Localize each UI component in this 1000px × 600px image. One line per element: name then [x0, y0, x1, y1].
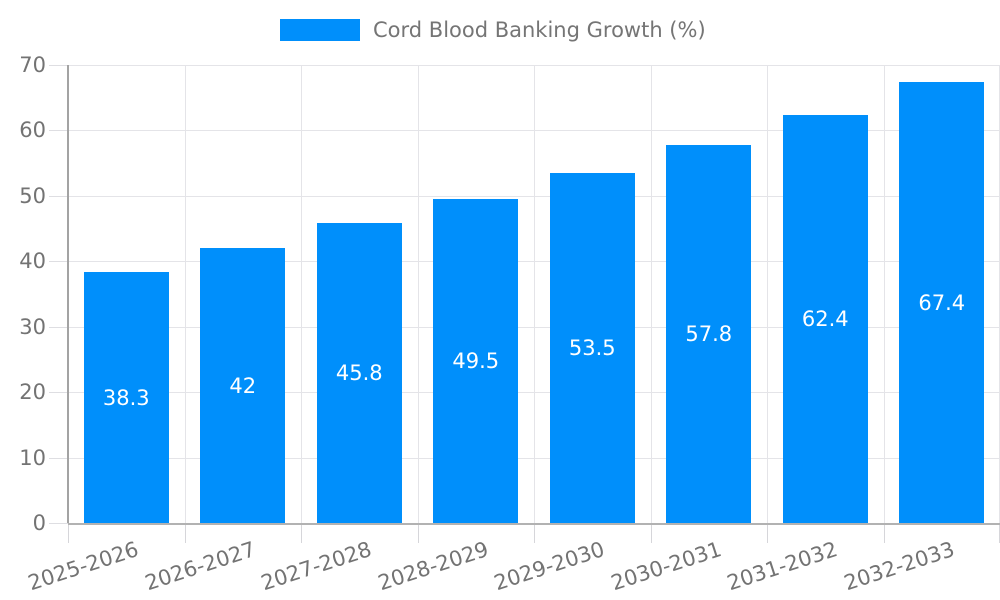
bar [83, 272, 169, 523]
gridline-vertical [184, 65, 186, 523]
gridline-vertical [534, 65, 535, 523]
bar [316, 223, 402, 523]
y-axis-label: 60 [19, 118, 46, 143]
gridline-vertical [650, 65, 652, 523]
y-axis-tick [49, 457, 68, 459]
y-axis-label: 20 [19, 380, 46, 405]
gridline-vertical [301, 65, 302, 523]
bar [666, 144, 752, 523]
y-axis-label: 30 [19, 314, 46, 339]
y-axis-tick [49, 261, 68, 263]
y-axis-label: 10 [19, 445, 46, 470]
x-axis-line [68, 523, 1000, 525]
bar-value-label: 45.8 [335, 361, 383, 386]
legend-series-label: Cord Blood Banking Growth (%) [373, 18, 706, 42]
bar-value-label: 62.4 [801, 306, 849, 331]
legend: Cord Blood Banking Growth (%) [0, 0, 1000, 55]
x-axis-tick [301, 524, 302, 543]
x-axis-tick [883, 524, 885, 543]
bar [899, 82, 985, 523]
y-axis-label: 0 [32, 511, 46, 535]
bar [782, 114, 868, 523]
bar [433, 199, 519, 523]
bar-value-label: 57.8 [685, 321, 733, 346]
x-axis-tick [184, 524, 186, 543]
y-axis-label: 40 [19, 249, 46, 274]
bar-value-label: 42 [229, 373, 257, 398]
x-axis-tick [68, 524, 69, 543]
y-axis-tick [49, 392, 68, 394]
bar-value-label: 53.5 [568, 335, 616, 360]
bar [200, 248, 286, 523]
x-axis-tick [767, 524, 768, 543]
y-axis-label: 70 [19, 53, 46, 77]
bar [549, 172, 635, 523]
y-axis-tick [49, 195, 68, 197]
x-axis-tick [417, 524, 419, 543]
y-axis-tick [49, 130, 68, 132]
bar-value-label: 38.3 [102, 385, 150, 410]
legend-series-marker [280, 19, 360, 41]
gridline-vertical [767, 65, 768, 523]
bar-value-label: 49.5 [452, 349, 500, 374]
x-axis-tick [534, 524, 535, 543]
y-axis-tick [49, 65, 68, 66]
y-axis-tick [49, 326, 68, 328]
x-axis-tick [650, 524, 652, 543]
gridline-vertical [417, 65, 419, 523]
gridline-vertical [883, 65, 885, 523]
y-axis-label: 50 [19, 183, 46, 208]
y-axis-tick [49, 523, 68, 524]
legend-item[interactable]: Cord Blood Banking Growth (%) [280, 18, 706, 42]
bar-value-label: 67.4 [918, 290, 966, 315]
y-axis-line [67, 65, 69, 523]
